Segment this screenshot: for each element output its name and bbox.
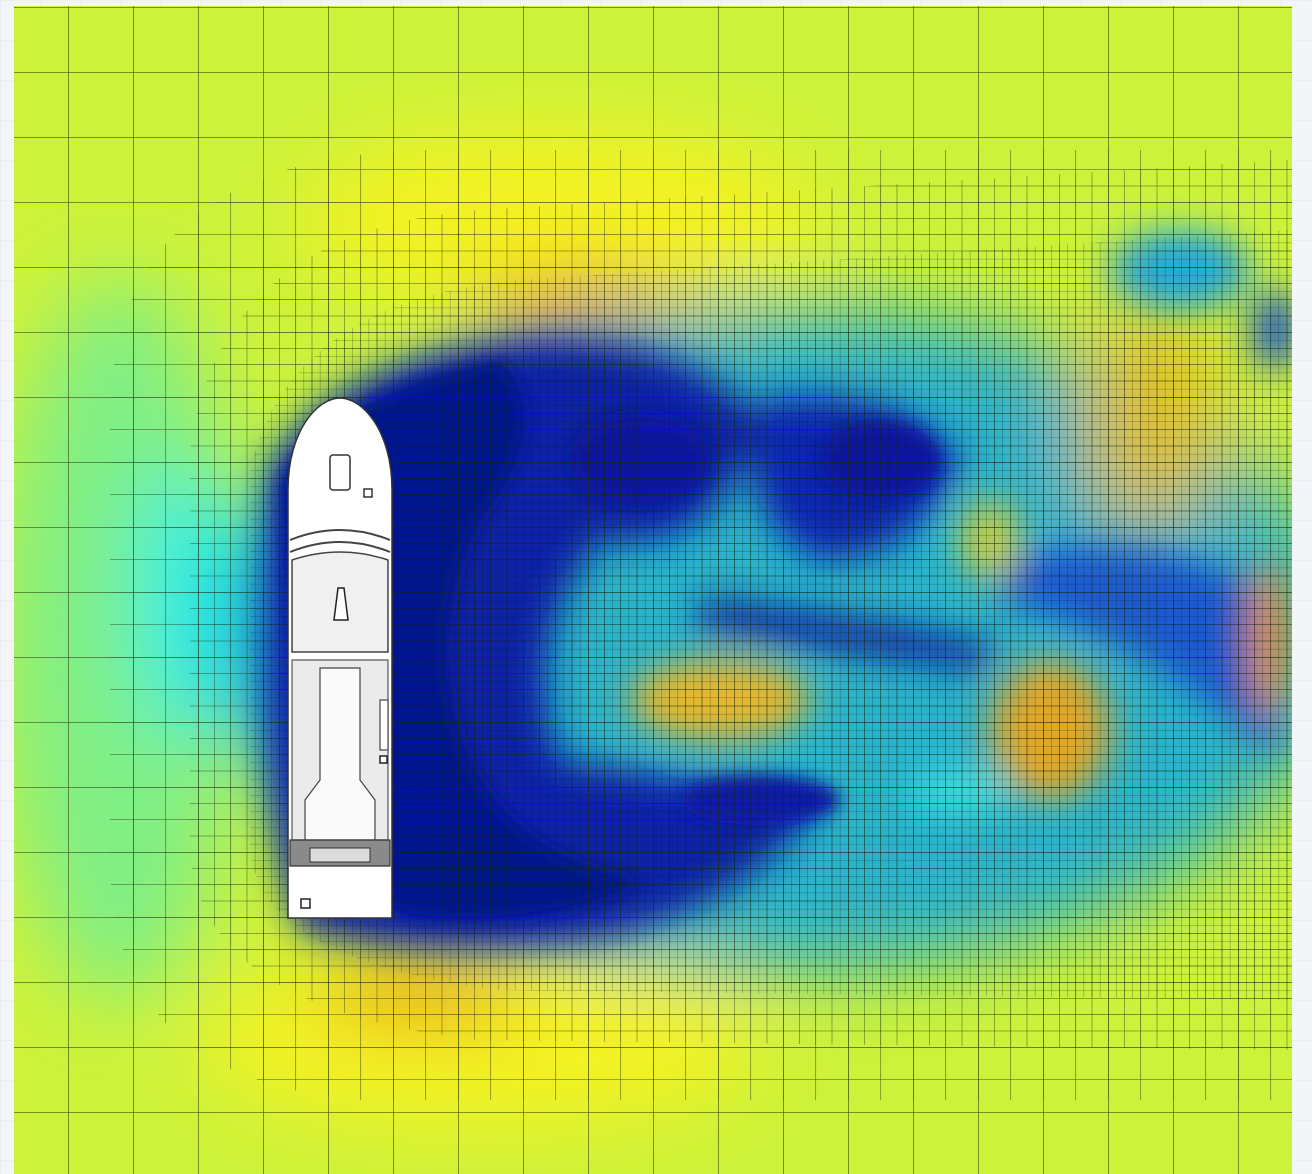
rail [380, 700, 388, 750]
cfd-view [0, 0, 1312, 1174]
hatch [330, 455, 350, 490]
stern-box [310, 848, 370, 862]
fitting [364, 489, 372, 497]
bollard [380, 756, 387, 763]
page [0, 0, 1312, 1174]
ship [288, 398, 392, 918]
stern-fitting [301, 899, 310, 908]
flow-field [0, 6, 1312, 1174]
